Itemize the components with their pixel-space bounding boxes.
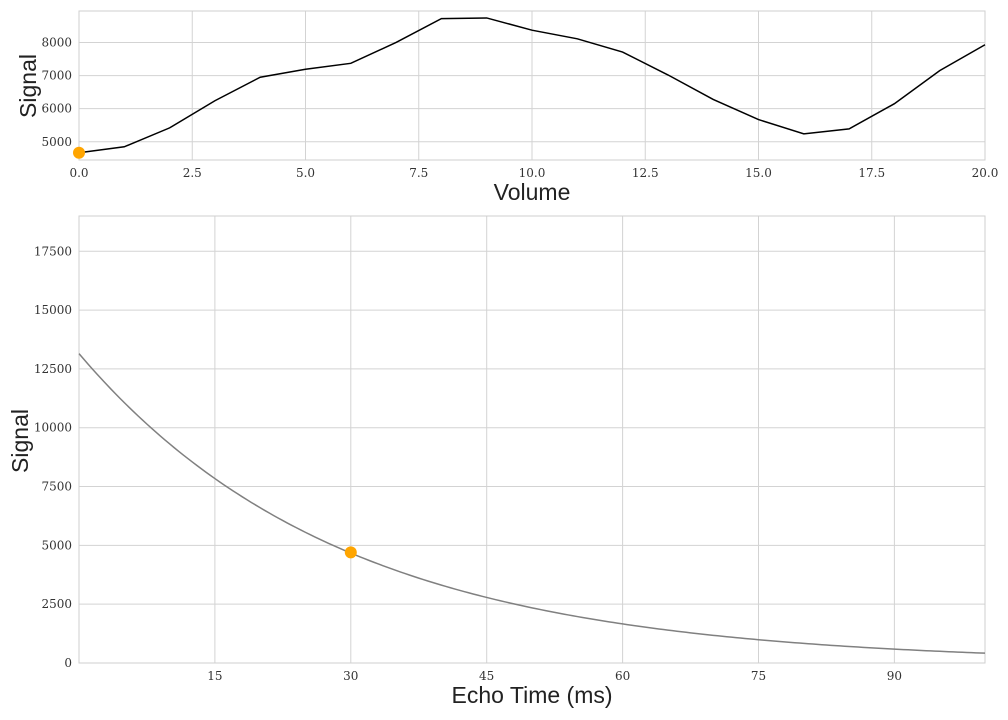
x-tick-label: 15 [207,669,222,683]
y-tick-label: 7500 [41,480,72,494]
y-tick-label: 17500 [34,244,72,258]
x-tick-label: 17.5 [858,166,885,180]
series-line [78,17,986,154]
y-axis-label: Signal [15,54,41,118]
x-tick-label: 30 [343,669,358,683]
series-group [73,17,986,159]
highlight-point [344,546,357,559]
volume-signal-chart: 0.0 2.5 5.0 7.5 10.0 12.5 15.0 17.5 20.0 5000 6000… [15,10,998,205]
x-tick-label: 0.0 [69,166,88,180]
x-axis-label: Echo Time (ms) [451,682,612,708]
x-tick-label: 75 [751,669,766,683]
y-axis-label: Signal [7,409,33,473]
grid-lines [78,11,986,160]
y-tick-label: 5000 [41,538,72,552]
x-tick-label: 5.0 [296,166,315,180]
plot-frame [78,215,986,664]
grid-lines [79,216,985,664]
x-tick-label: 10.0 [519,166,546,180]
x-tick-label: 90 [887,669,902,683]
y-tick-label: 7000 [41,69,72,83]
x-tick-label: 12.5 [632,166,659,180]
y-tick-label: 5000 [41,135,72,149]
y-tick-label: 12500 [34,362,72,376]
x-tick-label: 7.5 [409,166,428,180]
y-tick-label: 10000 [34,421,72,435]
y-tick-label: 0 [64,656,72,670]
tick-labels: 0.0 2.5 5.0 7.5 10.0 12.5 15.0 17.5 20.0 5000 6000… [41,35,998,180]
plot-frame [78,10,986,161]
tick-labels: 15 30 45 60 75 90 0 2500 5000 7500 10000 12500 15000… [34,244,902,683]
x-tick-label: 60 [615,669,630,683]
x-tick-label: 15.0 [745,166,772,180]
x-tick-label: 2.5 [183,166,202,180]
highlight-point [73,146,85,159]
x-tick-label: 45 [479,669,494,683]
y-tick-label: 6000 [41,102,72,116]
y-tick-label: 8000 [41,35,72,49]
series-line [78,353,986,654]
series-group [78,353,986,654]
y-tick-label: 15000 [34,303,72,317]
y-tick-label: 2500 [41,597,72,611]
x-tick-label: 20.0 [972,166,999,180]
echo-time-signal-chart: 15 30 45 60 75 90 0 2500 5000 7500 10000 12500 15000… [7,215,986,708]
x-axis-label: Volume [494,179,571,205]
